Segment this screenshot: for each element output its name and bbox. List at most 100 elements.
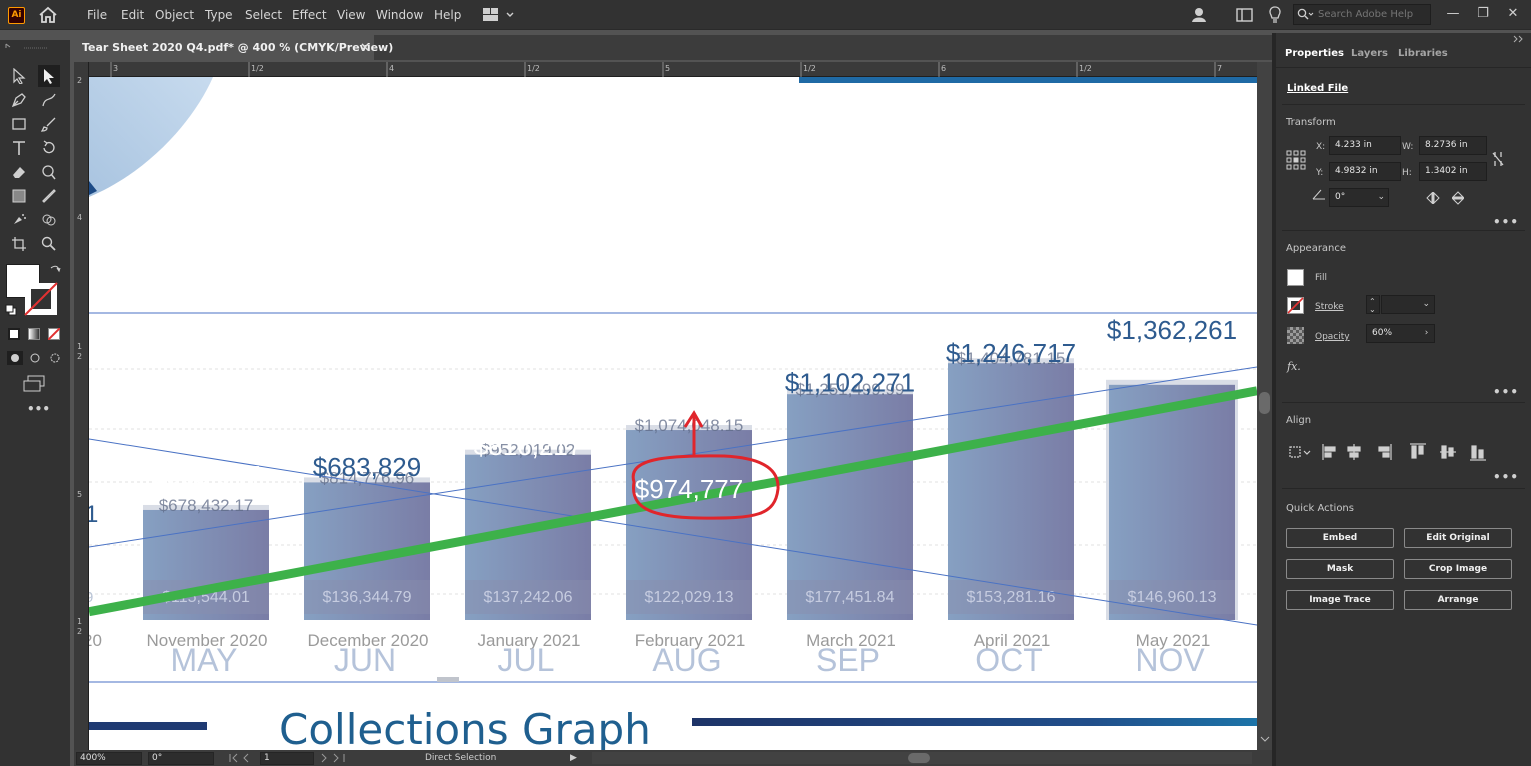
horizontal-scrollbar[interactable] [592, 752, 1252, 764]
artboard-prev-icon[interactable] [228, 753, 262, 763]
gradient-mode-icon[interactable] [28, 328, 40, 340]
y-field[interactable]: 4.9832 in [1329, 162, 1401, 181]
rotation-field[interactable]: 0° [148, 752, 214, 765]
horizontal-scroll-thumb[interactable] [908, 753, 930, 763]
menu-help[interactable]: Help [434, 8, 462, 22]
tab-properties[interactable]: Properties [1285, 48, 1344, 59]
drawing-modes-icon[interactable] [6, 350, 64, 366]
tab-libraries[interactable]: Libraries [1398, 48, 1448, 59]
swap-fill-stroke-icon[interactable] [49, 264, 61, 276]
stroke-color-swatch[interactable] [1287, 297, 1304, 314]
document-tab[interactable]: Tear Sheet 2020 Q4.pdf* @ 400 % (CMYK/Pr… [74, 35, 393, 60]
edit-original-button[interactable]: Edit Original [1404, 528, 1512, 548]
vertical-scroll-thumb[interactable] [1259, 392, 1270, 414]
screen-mode-icon[interactable] [22, 375, 46, 393]
eyedropper-tool-icon[interactable] [38, 185, 60, 207]
panel-collapse-arrows-icon[interactable] [1512, 35, 1526, 43]
search-adobe-help-input[interactable] [1293, 4, 1431, 25]
gradient-tool-icon[interactable] [8, 185, 30, 207]
vertical-ruler[interactable]: 2 4 1 2 5 1 2 [74, 62, 89, 750]
workspace-switcher-icon[interactable] [482, 7, 518, 23]
align-more-options[interactable]: ••• [1493, 470, 1520, 484]
artboard-tool-icon[interactable] [8, 233, 30, 255]
default-fill-stroke-icon[interactable] [5, 304, 17, 316]
secondary-value-label: $1,074,048.15 [635, 416, 744, 435]
rectangle-tool-icon[interactable] [8, 113, 30, 135]
shape-builder-tool-icon[interactable] [38, 209, 60, 231]
constrain-proportions-icon[interactable] [1490, 150, 1506, 168]
discover-lightbulb-icon[interactable] [1267, 5, 1283, 24]
fill-color-swatch[interactable] [1287, 269, 1304, 286]
document-tab-close-button[interactable]: × [360, 40, 371, 54]
eraser-tool-icon[interactable] [8, 161, 30, 183]
opacity-swatch[interactable] [1287, 327, 1304, 344]
type-tool-icon[interactable] [8, 137, 30, 159]
direct-selection-tool-icon[interactable] [38, 65, 60, 87]
x-field[interactable]: 4.233 in [1329, 136, 1401, 155]
menu-edit[interactable]: Edit [121, 8, 145, 22]
menu-effect[interactable]: Effect [292, 8, 327, 22]
stroke-weight-field[interactable]: ⌄ [1381, 295, 1435, 314]
chart-bars [143, 358, 1238, 620]
h-field[interactable]: 1.3402 in [1419, 162, 1487, 181]
puppet-warp-tool-icon[interactable] [38, 161, 60, 183]
zoom-tool-icon[interactable] [38, 233, 60, 255]
vertical-scrollbar[interactable] [1257, 62, 1272, 750]
menu-type[interactable]: Type [205, 8, 233, 22]
rotate-tool-icon[interactable] [38, 137, 60, 159]
symbol-sprayer-tool-icon[interactable] [8, 209, 30, 231]
panel-collapse-icon[interactable] [4, 42, 66, 50]
artboard-number-field[interactable]: 1 [260, 752, 314, 765]
paintbrush-tool-icon[interactable] [38, 113, 60, 135]
edit-toolbar-icon[interactable]: ••• [27, 402, 51, 416]
curvature-tool-icon[interactable] [38, 89, 60, 111]
document-tab-title: Tear Sheet 2020 Q4.pdf* @ 400 % (CMYK/Pr… [82, 41, 394, 54]
align-buttons[interactable] [1288, 442, 1498, 462]
home-icon[interactable] [38, 6, 58, 24]
menu-select[interactable]: Select [245, 8, 283, 22]
status-menu-arrow[interactable]: ▶ [570, 753, 577, 763]
opacity-label[interactable]: Opacity [1315, 332, 1350, 342]
horizontal-ruler[interactable]: 3 1/2 4 1/2 5 1/2 6 1/2 7 [89, 62, 1257, 77]
menu-object[interactable]: Object [155, 8, 195, 22]
flip-vertical-icon[interactable] [1452, 191, 1464, 205]
scroll-down-icon[interactable] [1260, 734, 1270, 744]
menu-window[interactable]: Window [376, 8, 424, 22]
user-account-icon[interactable] [1190, 6, 1210, 24]
w-field[interactable]: 8.2736 in [1419, 136, 1487, 155]
opacity-field[interactable]: 60% [1366, 324, 1435, 343]
none-mode-icon[interactable] [48, 328, 60, 340]
effects-fx-button[interactable]: fx. [1287, 360, 1301, 373]
stroke-label[interactable]: Stroke [1315, 302, 1344, 312]
mask-button[interactable]: Mask [1286, 559, 1394, 579]
minimize-button[interactable]: — [1446, 6, 1460, 21]
month-abbrev: SEP [816, 642, 880, 678]
color-mode-icon[interactable] [8, 328, 20, 340]
selection-tool-icon[interactable] [8, 65, 30, 87]
arrange-button[interactable]: Arrange [1404, 590, 1512, 610]
close-window-button[interactable]: ✕ [1507, 6, 1519, 21]
maximize-button[interactable]: ❐ [1477, 6, 1489, 21]
appearance-more-options[interactable]: ••• [1493, 385, 1520, 399]
reference-point-icon[interactable] [1286, 150, 1306, 170]
embed-button[interactable]: Embed [1286, 528, 1394, 548]
panel-divider[interactable] [1272, 33, 1276, 766]
tab-layers[interactable]: Layers [1351, 48, 1388, 59]
artboard-next-icon[interactable] [318, 753, 358, 763]
linked-file-label[interactable]: Linked File [1287, 83, 1349, 94]
crop-image-button[interactable]: Crop Image [1404, 559, 1512, 579]
opacity-expand-icon[interactable]: › [1424, 328, 1429, 338]
zoom-level-field[interactable]: 400% [76, 752, 142, 765]
arrange-documents-icon[interactable] [1236, 7, 1254, 23]
menu-file[interactable]: File [87, 8, 108, 22]
image-trace-button[interactable]: Image Trace [1286, 590, 1394, 610]
pen-tool-icon[interactable] [8, 89, 30, 111]
rotate-angle-field[interactable]: 0° ⌄ [1329, 188, 1389, 207]
anchor-handle[interactable] [437, 677, 459, 682]
artboard-canvas[interactable]: $678,432.17 $814,776.96 $952,019.02 $1,074,… [89, 77, 1257, 750]
menu-view[interactable]: View [337, 8, 366, 22]
stroke-weight-stepper[interactable]: ⌃ ⌄ [1366, 295, 1380, 314]
stroke-swatch[interactable] [24, 282, 58, 316]
transform-more-options[interactable]: ••• [1493, 215, 1520, 229]
flip-horizontal-icon[interactable] [1426, 192, 1440, 204]
